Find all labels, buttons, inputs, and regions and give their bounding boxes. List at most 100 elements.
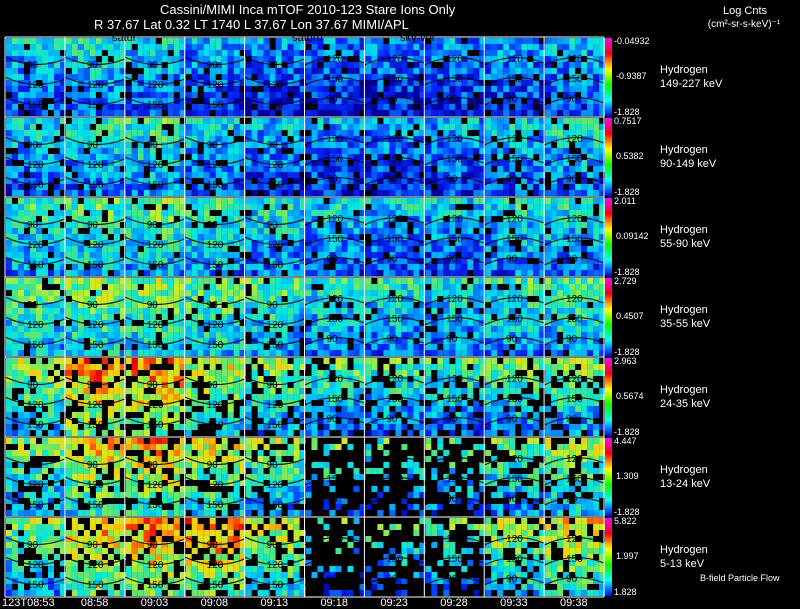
- contour-line: [543, 577, 605, 586]
- cell-4-6: [365, 358, 426, 436]
- colorbar-max-label: 4.447: [614, 436, 637, 446]
- time-tick-label: 08:58: [80, 597, 109, 609]
- colorbar-min-label: -1.828: [614, 267, 640, 277]
- contour-line: [4, 496, 66, 505]
- contour-label: 150: [207, 260, 224, 271]
- contour-line: [184, 456, 245, 465]
- contour-label: 120: [506, 534, 523, 545]
- contour-line: [4, 376, 66, 385]
- contour-label: 150: [87, 420, 104, 431]
- contour-label: 150: [147, 500, 164, 511]
- contour-line: [424, 577, 485, 586]
- cell-1-9: [545, 118, 606, 196]
- contour-line: [364, 77, 425, 86]
- contour-line: [4, 576, 66, 585]
- contour-line: [543, 397, 605, 406]
- contour-label: 120: [27, 560, 44, 571]
- contour-line: [184, 156, 245, 165]
- time-tick-label: 09:18: [320, 597, 348, 609]
- contour-line: [64, 496, 125, 505]
- contour-label: 90: [207, 300, 219, 311]
- contour-label: 90: [267, 460, 279, 471]
- contour-label: 90: [147, 140, 159, 151]
- contour-label: 90: [386, 414, 398, 425]
- contour-label: 90: [446, 414, 458, 425]
- contour-label: 90: [87, 380, 99, 391]
- cell-6-7: [425, 518, 486, 596]
- contour-label: 120: [267, 480, 284, 491]
- contour-line: [483, 77, 545, 86]
- contour-line: [543, 57, 605, 66]
- contour-line: [184, 476, 245, 485]
- contour-line: [304, 57, 365, 66]
- contour-line: [483, 557, 545, 566]
- contour-line: [64, 536, 125, 545]
- contour-line: [184, 76, 245, 85]
- contour-line: [364, 557, 425, 566]
- contour-label: 150: [27, 420, 44, 431]
- cell-5-8: [485, 438, 546, 516]
- contour-label: 150: [147, 260, 164, 271]
- contour-line: [304, 497, 365, 506]
- contour-line: [124, 556, 185, 565]
- contour-label: 120: [386, 54, 403, 65]
- contour-label: 150: [27, 340, 44, 351]
- contour-label: 90: [207, 60, 219, 71]
- cell-6-4: [245, 518, 306, 596]
- contour-line: [244, 56, 305, 65]
- contour-line: [184, 316, 245, 325]
- contour-label: 120: [446, 134, 463, 145]
- contour-label: 90: [87, 540, 99, 551]
- contour-label: 120: [386, 134, 403, 145]
- contour-line: [64, 136, 125, 145]
- cell-0-9: [545, 38, 606, 116]
- contour-label: 90: [326, 94, 338, 105]
- cell-4-7: [425, 358, 486, 436]
- contour-line: [64, 296, 125, 305]
- contour-label: 150: [267, 100, 284, 111]
- contour-label: 150: [386, 314, 403, 325]
- contour-line: [424, 457, 485, 466]
- contour-line: [543, 337, 605, 346]
- energy-label: 90-149 keV: [660, 158, 717, 170]
- contour-label: 150: [506, 74, 523, 85]
- contour-label: 90: [506, 414, 518, 425]
- contour-label: 120: [87, 160, 104, 171]
- contour-label: 150: [566, 554, 583, 565]
- contour-label: 90: [326, 254, 338, 265]
- contour-line: [304, 217, 365, 226]
- contour-label: 150: [566, 394, 583, 405]
- contour-line: [483, 297, 545, 306]
- contour-label: 90: [566, 574, 578, 585]
- contour-label: 120: [506, 214, 523, 225]
- contour-line: [4, 536, 66, 545]
- time-tick-label: 09:23: [380, 597, 408, 609]
- colorbar-mid-label: 0.5674: [616, 391, 644, 401]
- contour-line: [244, 176, 305, 185]
- contour-label: 90: [207, 220, 219, 231]
- cell-2-8: [485, 198, 546, 276]
- contour-line: [543, 477, 605, 486]
- colorbar-max-label: 2.963: [614, 356, 637, 366]
- cell-6-6: [365, 518, 426, 596]
- contour-label: 120: [27, 400, 44, 411]
- colorbar-4: [605, 358, 612, 436]
- contour-label: 120: [147, 320, 164, 331]
- colorbar-mid-label: -0.9387: [616, 71, 647, 81]
- contour-label: 120: [566, 214, 583, 225]
- contour-label: 120: [207, 560, 224, 571]
- contour-line: [304, 457, 365, 466]
- contour-line: [304, 557, 365, 566]
- contour-label: 120: [267, 240, 284, 251]
- contour-line: [304, 97, 365, 106]
- contour-label: 120: [326, 54, 343, 65]
- contour-line: [64, 156, 125, 165]
- species-label: Hydrogen: [660, 304, 708, 316]
- contour-line: [364, 257, 425, 266]
- contour-label: 150: [326, 314, 343, 325]
- cell-0-0: [6, 38, 66, 116]
- contour-label: 90: [267, 540, 279, 551]
- contour-line: [483, 497, 545, 506]
- contour-line: [424, 57, 485, 66]
